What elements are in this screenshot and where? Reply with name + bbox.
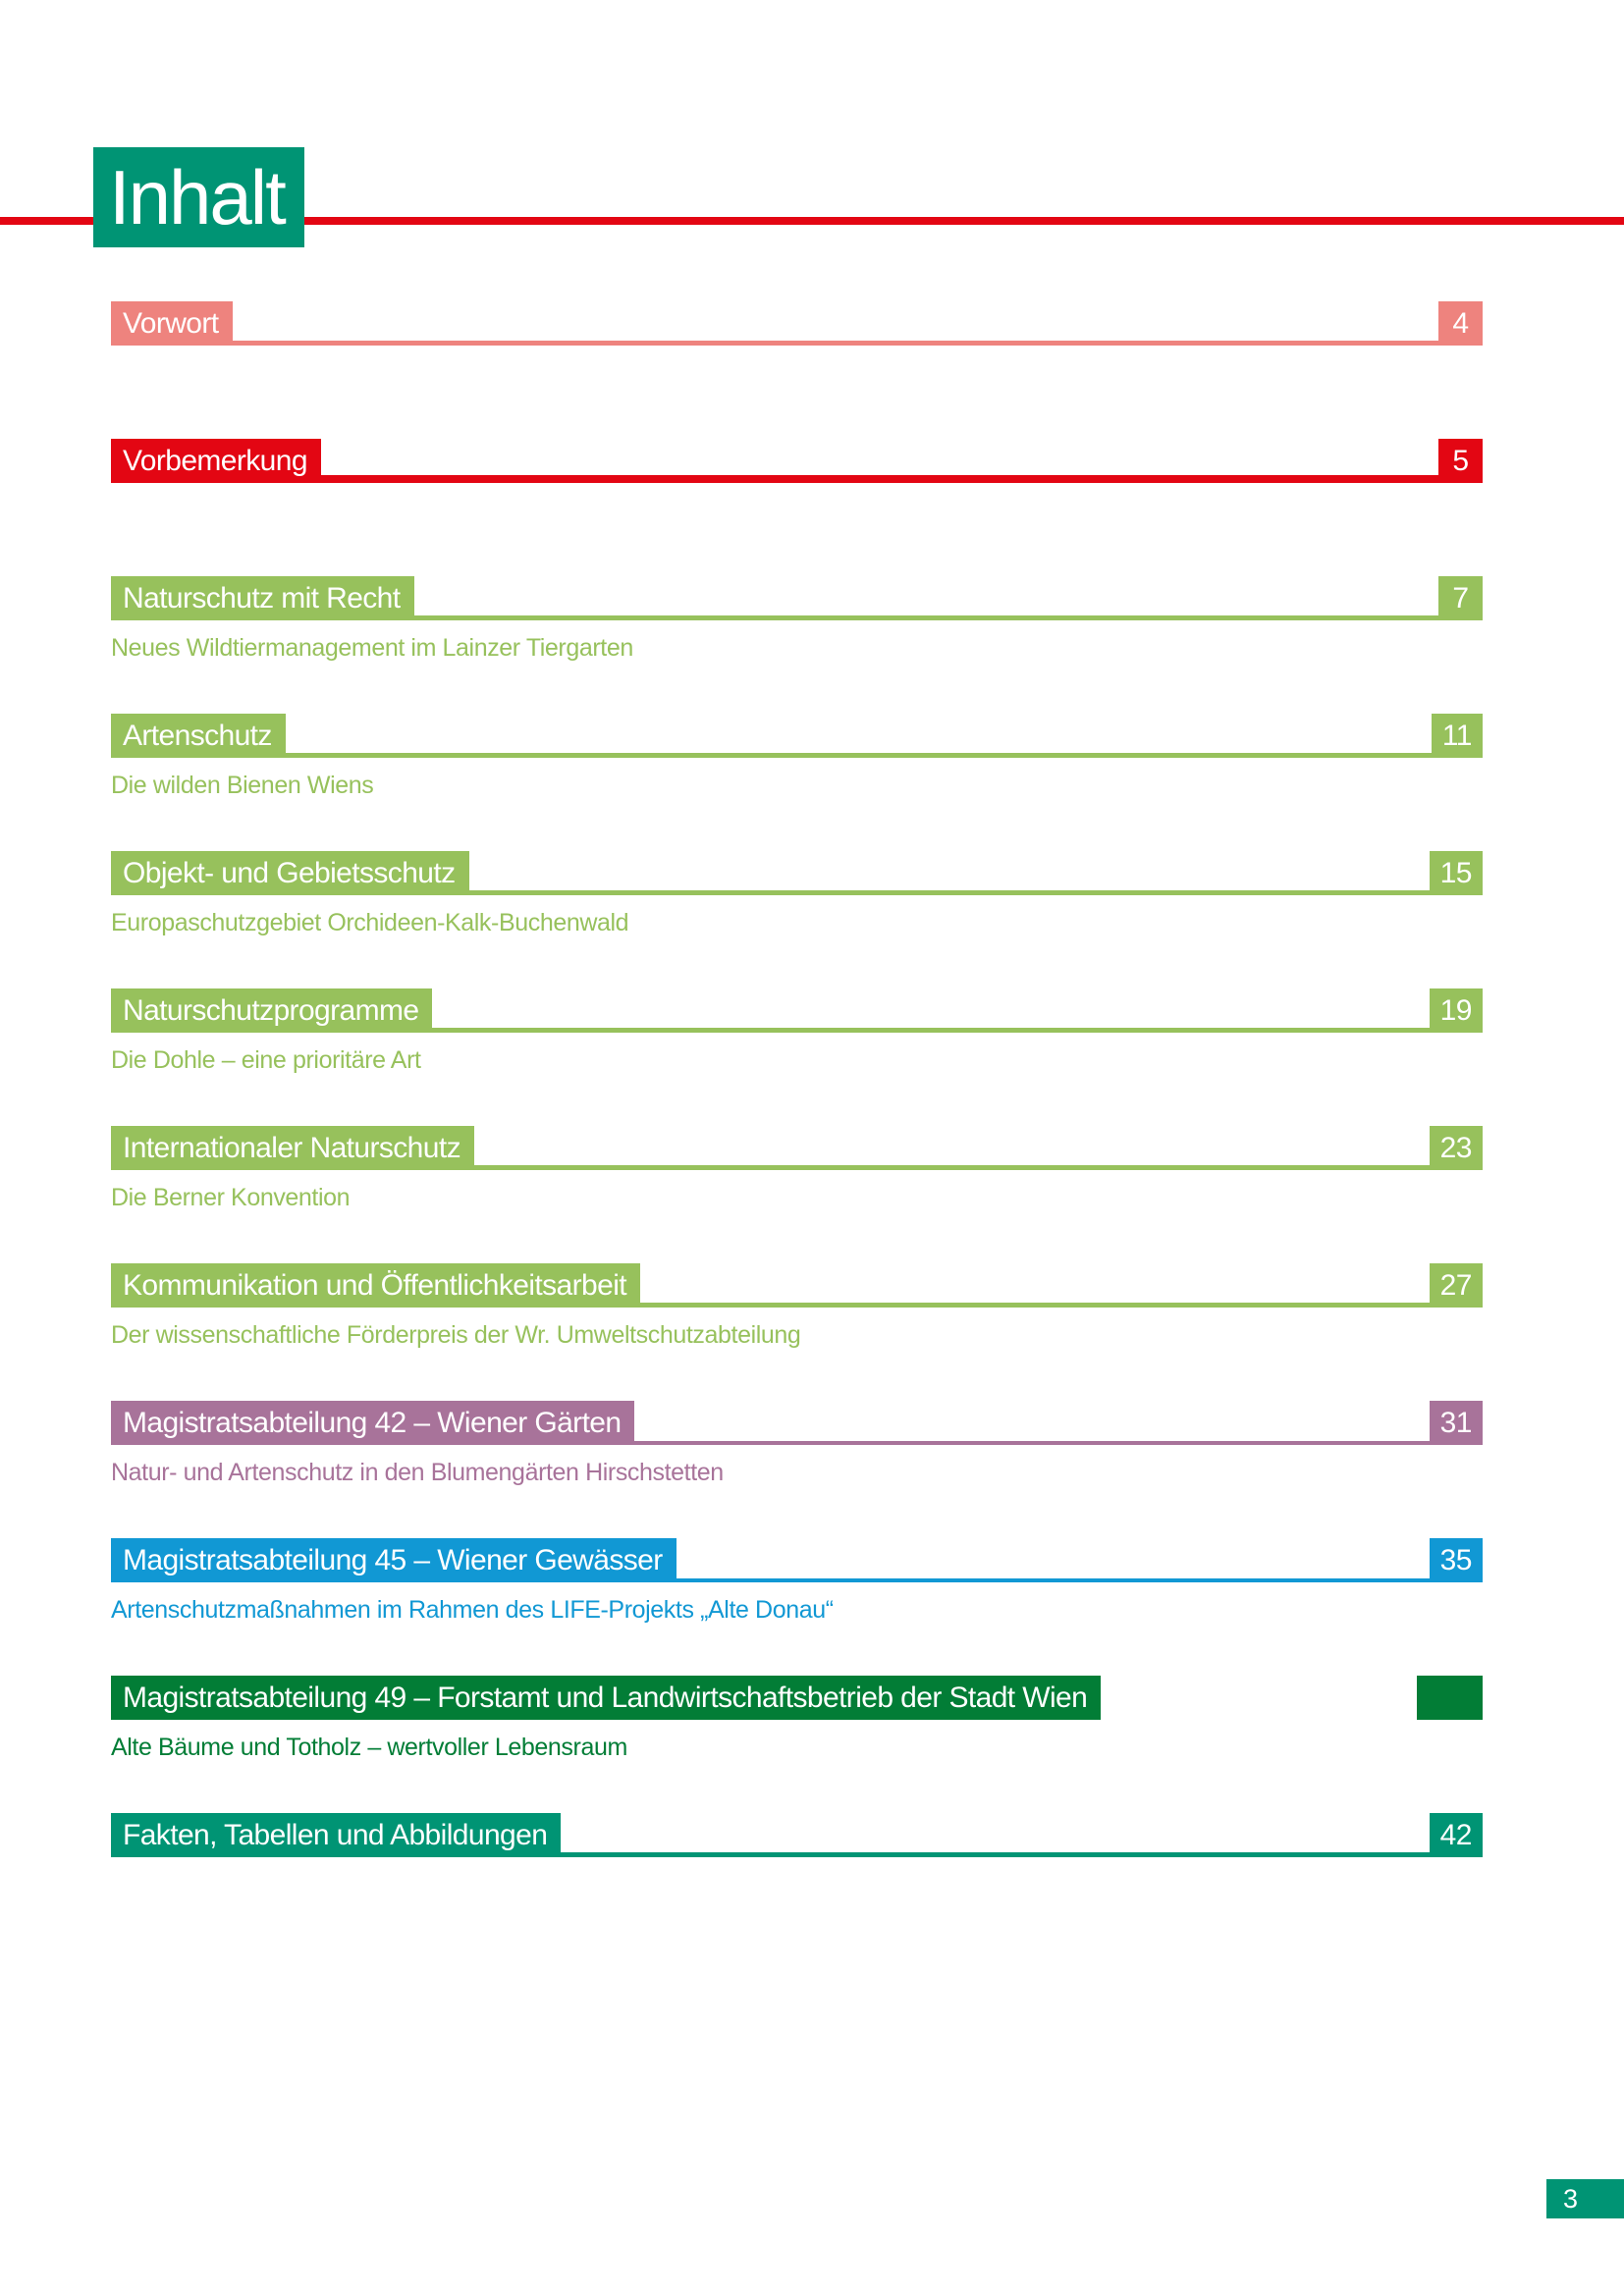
toc-entry-line: Kommunikation und Öffentlichkeitsarbeit … — [111, 1263, 1483, 1308]
toc-entry-page-number[interactable]: 23 — [1429, 1126, 1483, 1170]
toc-entry-line: Naturschutzprogramme 19 — [111, 988, 1483, 1033]
toc-entry-page-number[interactable] — [1417, 1676, 1483, 1720]
toc-entry-label[interactable]: Vorbemerkung — [111, 439, 321, 483]
toc-entry: Internationaler Naturschutz 23 Die Berne… — [111, 1126, 1483, 1263]
toc-entry-subtitle: Artenschutzmaßnahmen im Rahmen des LIFE-… — [111, 1596, 834, 1624]
toc-entry-label[interactable]: Naturschutz mit Recht — [111, 576, 414, 620]
toc-entry: Magistratsabteilung 42 – Wiener Gärten 3… — [111, 1401, 1483, 1538]
toc-entry-label[interactable]: Artenschutz — [111, 714, 286, 758]
toc-entry-page-number[interactable]: 5 — [1438, 439, 1483, 483]
toc-entry-line: Objekt- und Gebietsschutz 15 — [111, 851, 1483, 895]
toc-entry-rule — [320, 439, 1439, 483]
toc-entry-line: Magistratsabteilung 42 – Wiener Gärten 3… — [111, 1401, 1483, 1445]
toc-entry-line: Magistratsabteilung 49 – Forstamt und La… — [111, 1676, 1483, 1720]
toc-entry-line: Artenschutz 11 — [111, 714, 1483, 758]
page-title: Inhalt — [93, 147, 304, 247]
toc-entry: Magistratsabteilung 45 – Wiener Gewässer… — [111, 1538, 1483, 1676]
toc-list: Vorwort 4 Vorbemerkung 5 Naturschutz mit… — [111, 301, 1483, 1950]
toc-entry-rule — [634, 1401, 1430, 1445]
toc-entry-subtitle: Europaschutzgebiet Orchideen-Kalk-Buchen… — [111, 909, 629, 936]
toc-entry-label[interactable]: Magistratsabteilung 42 – Wiener Gärten — [111, 1401, 635, 1445]
toc-entry-label[interactable]: Kommunikation und Öffentlichkeitsarbeit — [111, 1263, 640, 1308]
toc-entry-rule — [640, 1263, 1430, 1308]
toc-entry-page-number[interactable]: 15 — [1429, 851, 1483, 895]
toc-entry-subtitle: Neues Wildtiermanagement im Lainzer Tier… — [111, 634, 633, 662]
toc-entry: Kommunikation und Öffentlichkeitsarbeit … — [111, 1263, 1483, 1401]
toc-entry-page-number[interactable]: 4 — [1438, 301, 1483, 346]
toc-entry-page-number[interactable]: 11 — [1431, 714, 1483, 758]
toc-entry: Objekt- und Gebietsschutz 15 Europaschut… — [111, 851, 1483, 988]
toc-entry-label[interactable]: Internationaler Naturschutz — [111, 1126, 474, 1170]
footer-page-number: 3 — [1546, 2179, 1624, 2218]
toc-entry-line: Naturschutz mit Recht 7 — [111, 576, 1483, 620]
toc-entry-page-number[interactable]: 42 — [1429, 1813, 1483, 1857]
toc-entry-rule — [413, 576, 1439, 620]
toc-entry-rule — [232, 301, 1439, 346]
toc-entry-rule — [285, 714, 1432, 758]
toc-entry-rule — [468, 851, 1430, 895]
toc-entry-line: Fakten, Tabellen und Abbildungen 42 — [111, 1813, 1483, 1857]
toc-entry-label[interactable]: Objekt- und Gebietsschutz — [111, 851, 469, 895]
toc-entry-rule — [676, 1538, 1430, 1582]
toc-entry-line: Magistratsabteilung 45 – Wiener Gewässer… — [111, 1538, 1483, 1582]
toc-entry-page-number[interactable]: 35 — [1429, 1538, 1483, 1582]
toc-entry-label[interactable]: Magistratsabteilung 49 – Forstamt und La… — [111, 1676, 1102, 1720]
toc-entry-subtitle: Die Dohle – eine prioritäre Art — [111, 1046, 421, 1074]
toc-entry-rule — [561, 1813, 1430, 1857]
toc-entry: Naturschutzprogramme 19 Die Dohle – eine… — [111, 988, 1483, 1126]
toc-entry: Fakten, Tabellen und Abbildungen 42 — [111, 1813, 1483, 1950]
toc-entry-subtitle: Alte Bäume und Totholz – wertvoller Lebe… — [111, 1734, 627, 1761]
toc-entry-label[interactable]: Vorwort — [111, 301, 233, 346]
toc-entry-label[interactable]: Naturschutzprogramme — [111, 988, 433, 1033]
header-rule — [0, 217, 1624, 225]
toc-entry-page-number[interactable]: 7 — [1438, 576, 1483, 620]
toc-entry-subtitle: Die wilden Bienen Wiens — [111, 772, 374, 799]
toc-entry-line: Internationaler Naturschutz 23 — [111, 1126, 1483, 1170]
toc-entry-page-number[interactable]: 31 — [1429, 1401, 1483, 1445]
toc-entry-label[interactable]: Fakten, Tabellen und Abbildungen — [111, 1813, 562, 1857]
toc-entry-label[interactable]: Magistratsabteilung 45 – Wiener Gewässer — [111, 1538, 677, 1582]
toc-entry: Vorbemerkung 5 — [111, 439, 1483, 576]
toc-entry-page-number[interactable]: 19 — [1429, 988, 1483, 1033]
toc-entry: Magistratsabteilung 49 – Forstamt und La… — [111, 1676, 1483, 1813]
toc-entry-line: Vorwort 4 — [111, 301, 1483, 346]
toc-entry-subtitle: Die Berner Konvention — [111, 1184, 351, 1211]
toc-entry-page-number[interactable]: 27 — [1429, 1263, 1483, 1308]
toc-entry: Artenschutz 11 Die wilden Bienen Wiens — [111, 714, 1483, 851]
toc-entry-line: Vorbemerkung 5 — [111, 439, 1483, 483]
toc-entry-subtitle: Natur- und Artenschutz in den Blumengärt… — [111, 1459, 724, 1486]
toc-entry-rule — [474, 1126, 1430, 1170]
toc-entry-rule — [432, 988, 1430, 1033]
toc-entry: Naturschutz mit Recht 7 Neues Wildtierma… — [111, 576, 1483, 714]
toc-entry-rule — [1101, 1676, 1417, 1720]
toc-entry: Vorwort 4 — [111, 301, 1483, 439]
toc-entry-subtitle: Der wissenschaftliche Förderpreis der Wr… — [111, 1321, 801, 1349]
